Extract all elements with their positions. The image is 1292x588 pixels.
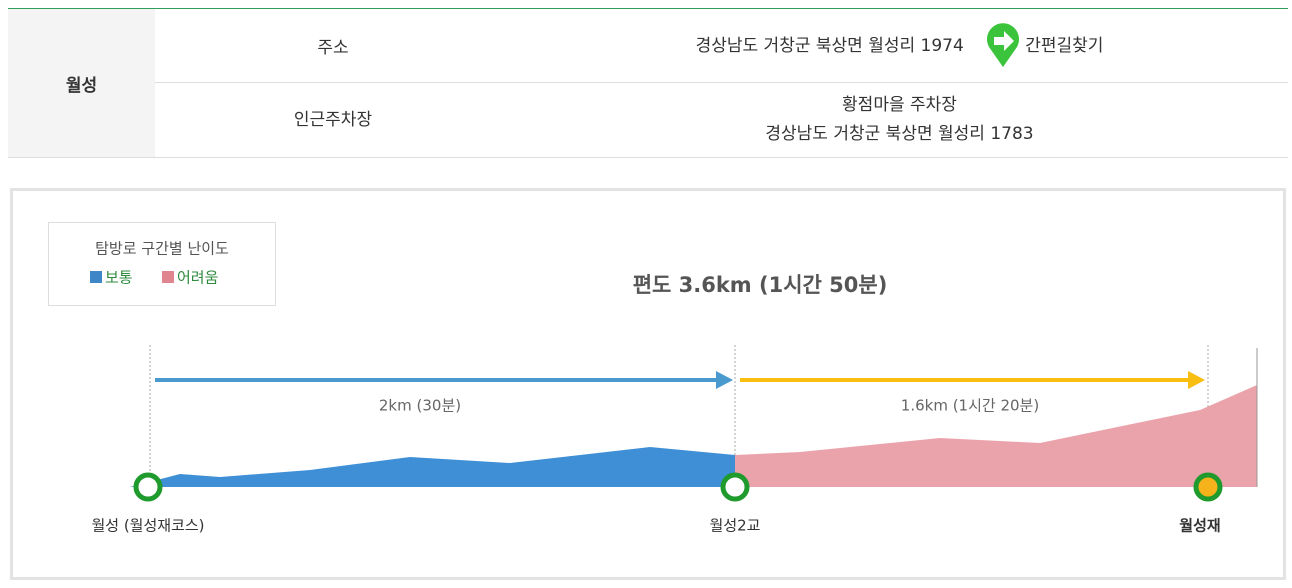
arrow-head bbox=[716, 371, 733, 389]
address: 경상남도 거창군 북상면 월성리 1974 bbox=[695, 35, 964, 56]
segment-label: 1.6km (1시간 20분) bbox=[901, 397, 1039, 415]
row-header: 월성 bbox=[8, 8, 155, 158]
dividers bbox=[149, 345, 1209, 487]
legend-box bbox=[48, 222, 276, 306]
point-marker bbox=[133, 472, 163, 502]
point-marker bbox=[1193, 472, 1223, 502]
segment-label: 2km (30분) bbox=[379, 397, 461, 415]
info-table: 월성 주소 경상남도 거창군 북상면 월성리 1974 간편길찾기 인근주차장 … bbox=[8, 8, 1288, 158]
route-icon[interactable] bbox=[985, 22, 1021, 69]
route-link[interactable]: 간편길찾기 bbox=[1025, 35, 1104, 56]
cell-label: 인근주차장 bbox=[155, 82, 511, 158]
parking-address: 경상남도 거창군 북상면 월성리 1783 bbox=[765, 124, 1034, 144]
legend-title: 탐방로 구간별 난이도 bbox=[95, 240, 229, 258]
legend-swatch bbox=[90, 271, 102, 283]
hard-profile bbox=[735, 385, 1257, 487]
point-marker bbox=[720, 472, 750, 502]
cell-label: 주소 bbox=[155, 8, 511, 83]
easy-profile bbox=[70, 447, 735, 487]
legend-item: 보통 bbox=[105, 269, 133, 287]
cell-value: 경상남도 거창군 북상면 월성리 1974 간편길찾기 bbox=[511, 8, 1288, 83]
legend-swatch bbox=[162, 271, 174, 283]
diagram-title: 편도 3.6km (1시간 50분) bbox=[633, 273, 888, 297]
point-label: 월성 (월성재코스) bbox=[91, 517, 204, 535]
arrow-head bbox=[1188, 371, 1205, 389]
parking-name: 황점마을 주차장 bbox=[842, 95, 957, 115]
legend-item: 어려움 bbox=[177, 269, 218, 287]
diagram-frame bbox=[10, 188, 1286, 580]
point-label: 월성2교 bbox=[710, 517, 761, 535]
point-label: 월성재 bbox=[1179, 517, 1220, 535]
row: 월성 주소 경상남도 거창군 북상면 월성리 1974 간편길찾기 bbox=[8, 8, 1288, 158]
